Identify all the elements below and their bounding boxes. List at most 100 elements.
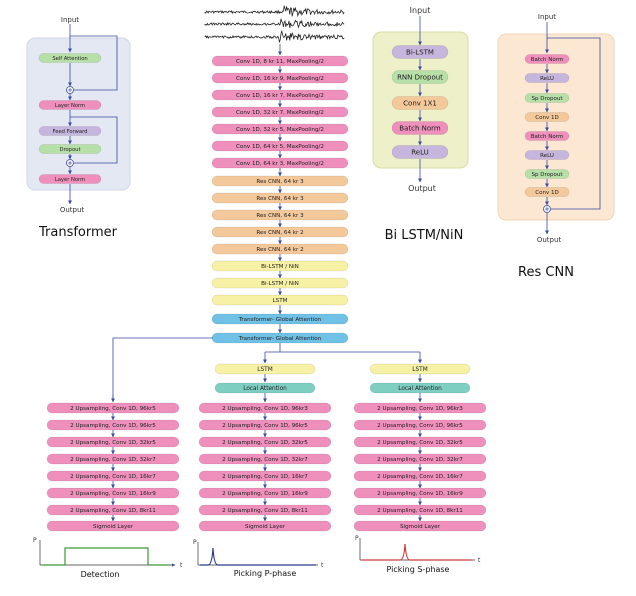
encoder-layer-4: Conv 1D, 32 kr 7, MaxPooling/2 (211, 106, 349, 118)
rescnn-input-label: Input (538, 13, 556, 21)
encoder-layer-9-label: Res CNN, 64 kr 3 (256, 196, 304, 202)
encoder-layer-5: Conv 1D, 32 kr 5, MaxPooling/2 (211, 123, 349, 135)
bilstm-block-4-box (391, 121, 449, 135)
transformer-block-4: Dropout (38, 144, 102, 154)
p-phase-decoder-layer-8-box (198, 520, 332, 532)
transformer-panel: Input Output Transformer Self Attention L… (26, 16, 131, 240)
detection-decoder-layer-3: 2 Upsampling, Conv 1D, 32kr5 (46, 436, 180, 448)
encoder-layer-14-label: Bi-LSTM / NiN (261, 281, 299, 287)
rescnn-block-2-label: ReLU (540, 76, 554, 82)
rescnn-block-4-label: Conv 1D (535, 115, 558, 121)
s-phase-title: Picking S-phase (387, 565, 450, 574)
encoder-layer-2-label: Conv 1D, 16 kr 9, MaxPooling/2 (236, 76, 324, 82)
bilstm-block-5-box (391, 145, 449, 159)
encoder-layer-12: Res CNN, 64 kr 2 (211, 243, 349, 255)
rescnn-block-5: Batch Norm (524, 131, 570, 141)
transformer-block-5: Layer Norm (38, 174, 102, 184)
bilstm-panel: Input Output Bi LSTM/NiN Bi-LSTM RNN Drop… (372, 6, 469, 243)
p-phase-decoder-layer-7: 2 Upsampling, Conv 1D, 8kr11 (198, 504, 332, 516)
detection-decoder-layer-8-label: Sigmoid Layer (93, 524, 134, 530)
detection-decoder-layer-3-label: 2 Upsampling, Conv 1D, 32kr5 (70, 440, 156, 446)
p-phase-local-attention-label: Local Attention (243, 386, 287, 392)
bilstm-block-5-label: ReLU (411, 148, 429, 156)
transformer-block-2: Layer Norm (38, 100, 102, 110)
encoder-layer-14: Bi-LSTM / NiN (211, 277, 349, 289)
bilstm-block-3-label: Conv 1X1 (403, 99, 437, 107)
encoder-layer-9: Res CNN, 64 kr 3 (211, 192, 349, 204)
encoder-layer-16: Transformer- Global Attention (211, 313, 349, 325)
encoder-layer-2: Conv 1D, 16 kr 9, MaxPooling/2 (211, 72, 349, 84)
s-phase-lstm-label: LSTM (412, 367, 427, 373)
p-phase-lstm: LSTM (214, 363, 316, 375)
detection-decoder-layer-5-label: 2 Upsampling, Conv 1D, 16kr7 (70, 474, 156, 480)
s-phase-y-label: P (355, 535, 359, 542)
transformer-residual-1 (70, 35, 118, 91)
detection-decoder-layer-4: 2 Upsampling, Conv 1D, 32kr7 (46, 453, 180, 465)
detection-curve (42, 547, 170, 566)
detection-decoder-layer-8: Sigmoid Layer (46, 520, 180, 532)
s-phase-plot: P t Picking S-phase (355, 535, 481, 574)
detection-decoder-layer-2: 2 Upsampling, Conv 1D, 96kr5 (46, 419, 180, 431)
transformer-block-3: Feed Forward (38, 126, 102, 136)
p-phase-decoder-layer-2-label: 2 Upsampling, Conv 1D, 96kr5 (222, 423, 308, 429)
p-phase-plot: P t Picking P-phase (193, 539, 324, 578)
detection-decoder-layer-1: 2 Upsampling, Conv 1D, 96kr5 (46, 402, 180, 414)
rescnn-block-2-box (524, 73, 570, 83)
p-phase-decoder-layer-8-label: Sigmoid Layer (245, 524, 286, 530)
waveform-e (204, 5, 345, 18)
encoder-layer-5-label: Conv 1D, 32 kr 5, MaxPooling/2 (236, 127, 324, 133)
encoder-layer-15-label: LSTM (273, 298, 288, 304)
p-phase-lstm-label: LSTM (257, 367, 272, 373)
waveform-n (204, 18, 345, 29)
transformer-block-1: Self Attention (38, 53, 102, 63)
encoder-layer-7-label: Conv 1D, 64 kr 3, MaxPooling/2 (236, 161, 324, 167)
transformer-block-2-box (38, 100, 102, 110)
transformer-block-1-box (38, 53, 102, 63)
encoder-stack: Conv 1D, 8 kr 11, MaxPooling/2 Conv 1D, 1… (211, 44, 349, 344)
split-line (265, 343, 420, 353)
transformer-block-1-label: Self Attention (52, 56, 87, 62)
encoder-layer-6-label: Conv 1D, 64 kr 5, MaxPooling/2 (236, 144, 324, 150)
transformer-add-1 (66, 86, 74, 94)
p-phase-decoder-layer-1: 2 Upsampling, Conv 1D, 96kr3 (198, 402, 332, 414)
bilstm-block-3: Conv 1X1 (391, 96, 449, 110)
detection-x-label: t (180, 562, 183, 569)
s-phase-decoder-layer-1-label: 2 Upsampling, Conv 1D, 96kr3 (377, 406, 463, 412)
bilstm-title: Bi LSTM/NiN (385, 228, 464, 243)
rescnn-block-1: Batch Norm (524, 54, 570, 64)
rescnn-block-6-box (524, 150, 570, 160)
s-phase-decoder-layer-8-label: Sigmoid Layer (400, 524, 441, 530)
rescnn-block-4-box (524, 112, 570, 122)
rescnn-block-3: Sp Dropout (524, 93, 570, 103)
detection-decoder-layer-4-label: 2 Upsampling, Conv 1D, 32kr7 (70, 457, 156, 463)
s-phase-decoder-layer-2: 2 Upsampling, Conv 1D, 96kr5 (353, 419, 487, 431)
transformer-input-label: Input (61, 16, 79, 24)
p-phase-decoder-layer-6: 2 Upsampling, Conv 1D, 16kr9 (198, 487, 332, 499)
bilstm-input-label: Input (410, 6, 431, 15)
rescnn-block-8: Conv 1D (524, 187, 570, 197)
transformer-block-4-label: Dropout (60, 147, 81, 153)
p-phase-decoder-layer-3-label: 2 Upsampling, Conv 1D, 32kr5 (222, 440, 308, 446)
detection-decoder-layer-1-label: 2 Upsampling, Conv 1D, 96kr5 (70, 406, 156, 412)
p-phase-decoder-layer-2: 2 Upsampling, Conv 1D, 96kr5 (198, 419, 332, 431)
encoder-layer-17: Transformer- Global Attention (211, 332, 349, 344)
s-phase-decoder-layer-4-label: 2 Upsampling, Conv 1D, 32kr7 (377, 457, 463, 463)
rescnn-block-5-box (524, 131, 570, 141)
detection-branch-line (112, 337, 213, 400)
s-phase-lstm: LSTM (369, 363, 471, 375)
rescnn-block-8-box (524, 187, 570, 197)
encoder-layer-8: Res CNN, 64 kr 3 (211, 175, 349, 187)
encoder-layer-6: Conv 1D, 64 kr 5, MaxPooling/2 (211, 140, 349, 152)
bilstm-block-2: RNN Dropout (391, 70, 449, 84)
rescnn-block-3-box (524, 93, 570, 103)
rescnn-block-1-label: Batch Norm (531, 57, 564, 63)
s-phase-decoder-layer-3: 2 Upsampling, Conv 1D, 32kr5 (353, 436, 487, 448)
s-phase-decoder-layer-6: 2 Upsampling, Conv 1D, 16kr9 (353, 487, 487, 499)
bilstm-block-1: Bi-LSTM (391, 45, 449, 59)
bilstm-block-2-label: RNN Dropout (397, 73, 443, 81)
transformer-block-5-box (38, 174, 102, 184)
rescnn-residual (547, 37, 601, 210)
rescnn-title: Res CNN (518, 265, 574, 280)
s-phase-decoder-layer-1: 2 Upsampling, Conv 1D, 96kr3 (353, 402, 487, 414)
